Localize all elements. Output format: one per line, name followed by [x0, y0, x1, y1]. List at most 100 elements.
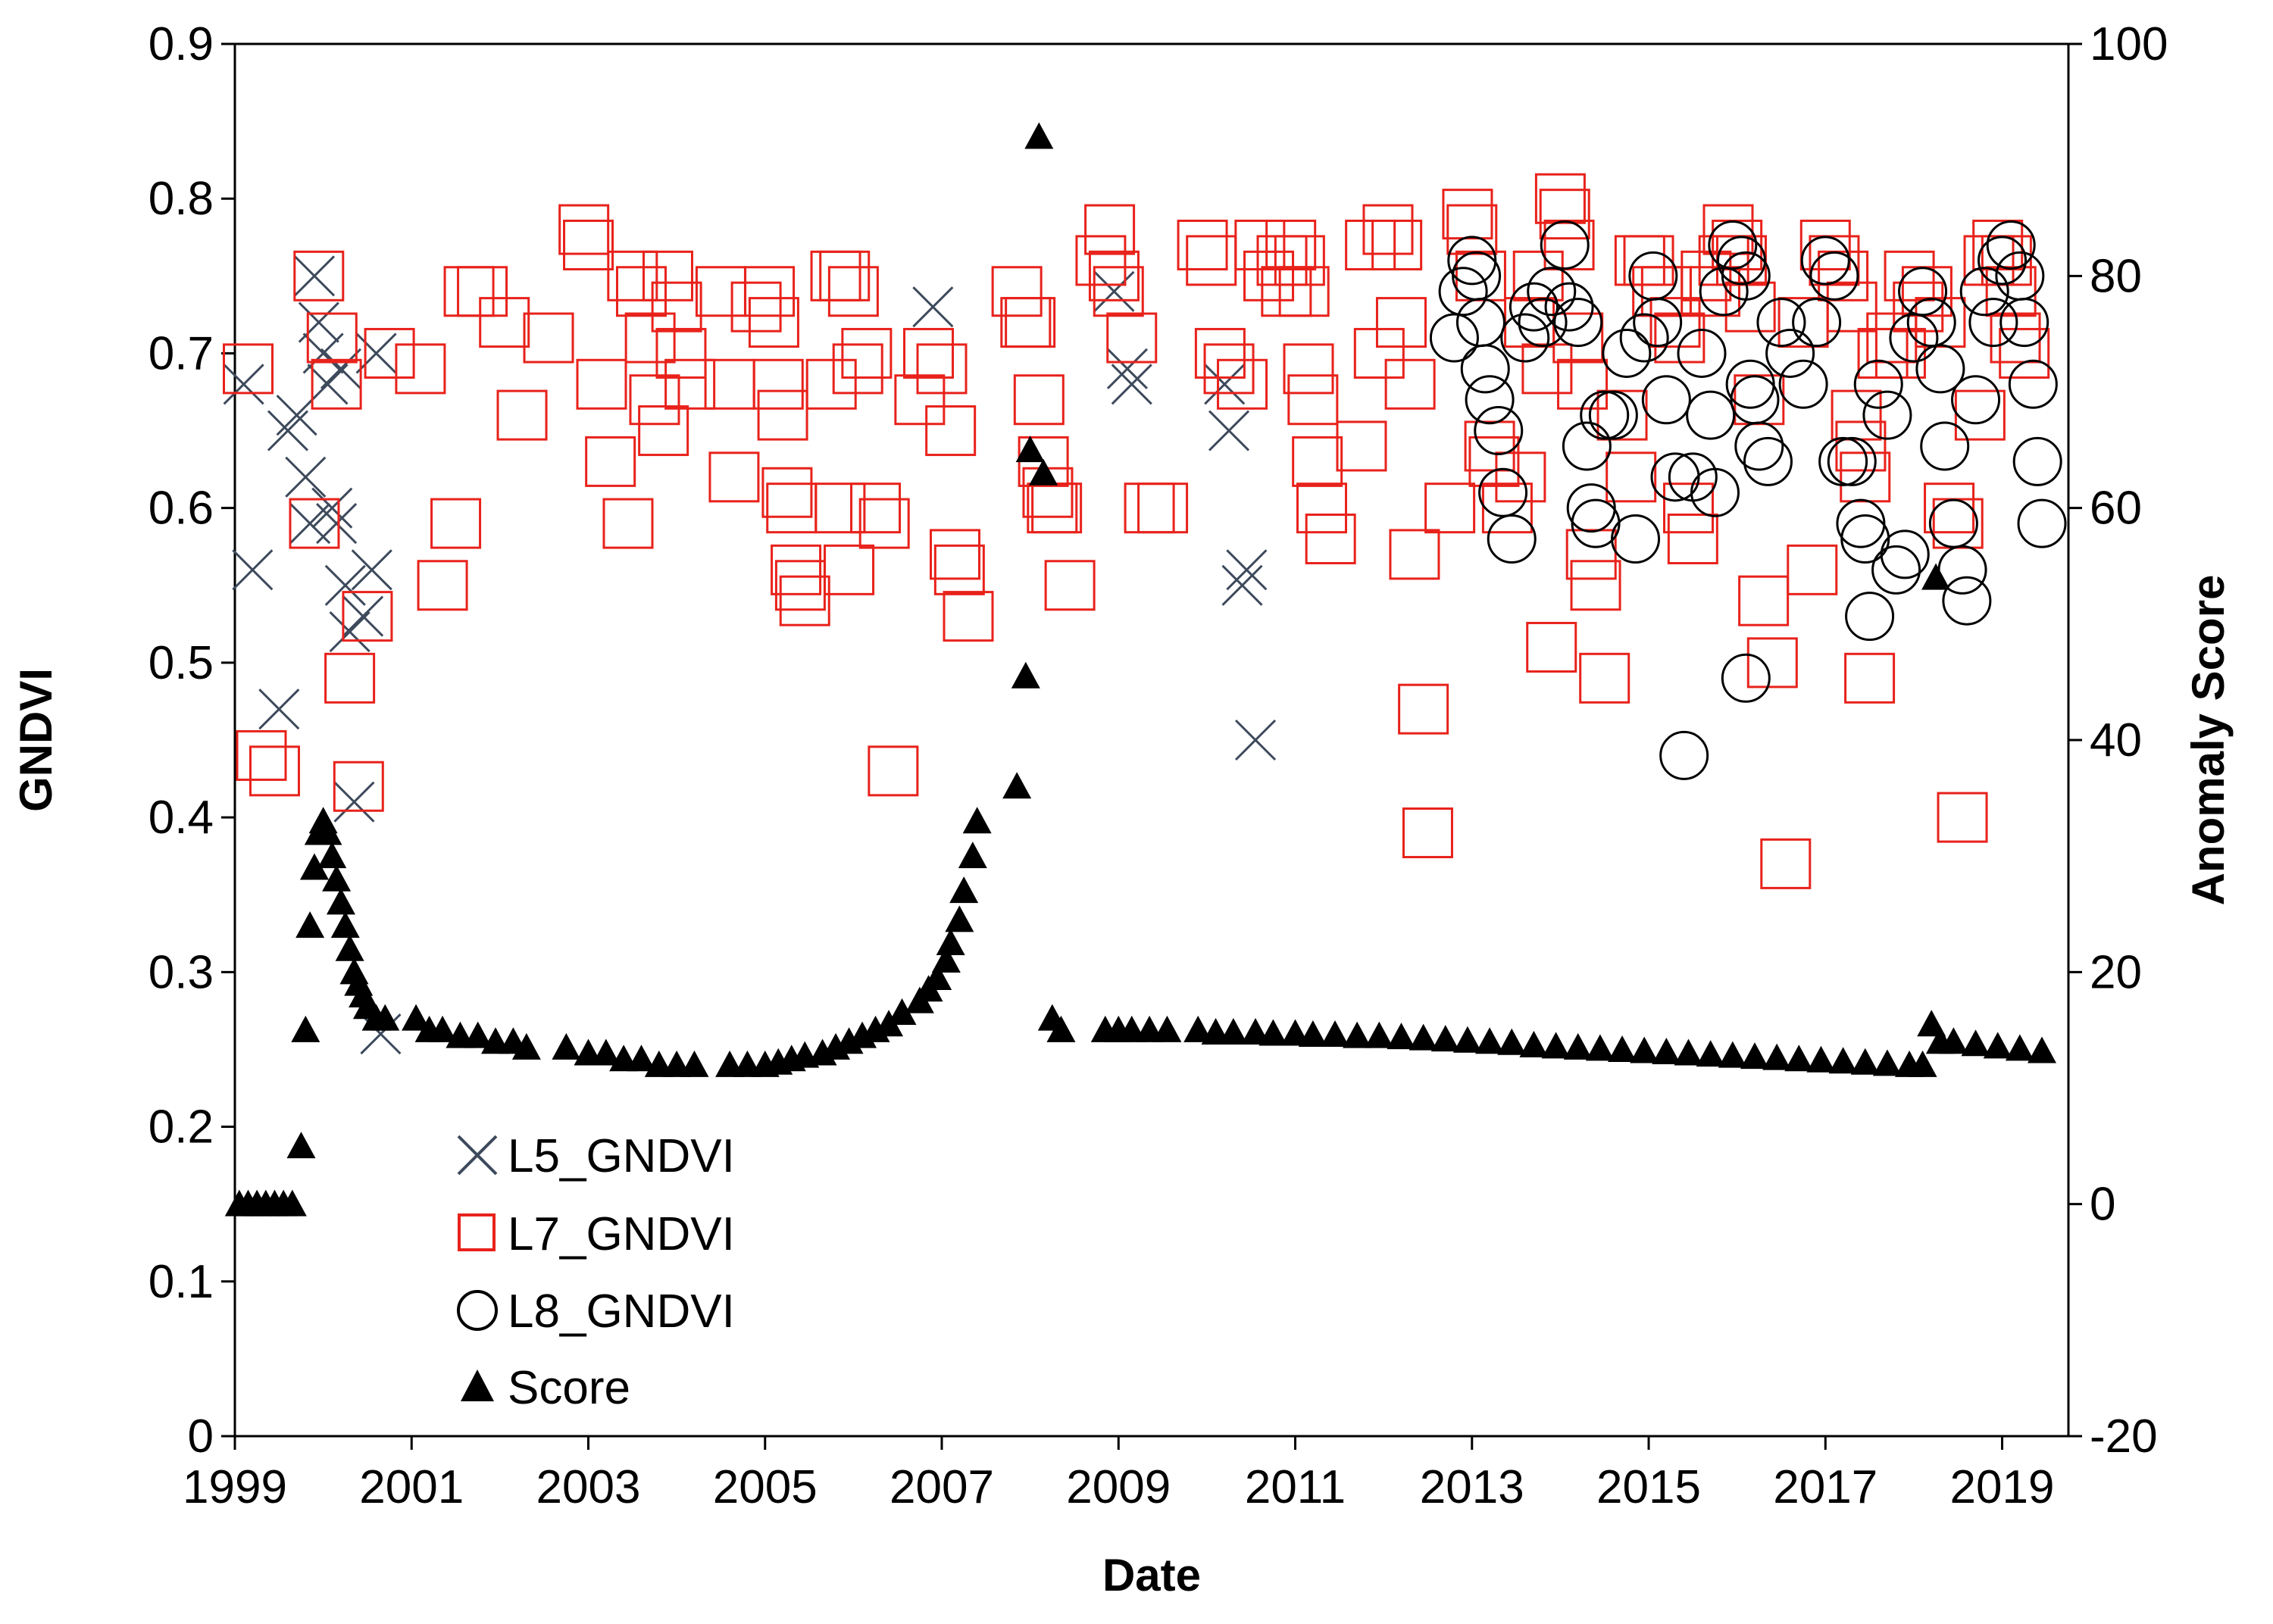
- x-tick-label: 2001: [359, 1461, 464, 1513]
- score-point: [1475, 1027, 1505, 1054]
- l8-point: [1553, 298, 1603, 348]
- score-point: [1921, 563, 1951, 590]
- score-point: [313, 818, 342, 845]
- score-point: [627, 1045, 656, 1072]
- l7-point: [1981, 235, 2032, 286]
- l7-point: [236, 729, 287, 781]
- score-point: [1343, 1021, 1372, 1048]
- l7-point: [1005, 297, 1056, 348]
- score-point: [949, 876, 979, 904]
- score-point: [1652, 1038, 1681, 1065]
- score-point: [1002, 772, 1032, 799]
- l8-point: [1880, 529, 1930, 579]
- l7-point: [868, 745, 919, 797]
- l7-point: [443, 266, 495, 317]
- score-point: [330, 911, 360, 938]
- l7-point: [333, 760, 384, 812]
- l8-point: [1708, 220, 1758, 270]
- l8-point: [1792, 298, 1842, 348]
- l7-point: [757, 389, 808, 441]
- l7-point: [430, 498, 482, 549]
- score-point: [402, 1004, 431, 1031]
- l5-point: [1093, 270, 1135, 312]
- y-right-tick-label: 40: [2090, 714, 2142, 767]
- l7-point: [1031, 483, 1083, 534]
- l7-point: [1265, 219, 1317, 270]
- score-point: [591, 1038, 621, 1066]
- l7-point: [1389, 529, 1440, 580]
- x-tick-label: 2019: [1950, 1461, 2055, 1513]
- l7-point: [1954, 389, 2006, 441]
- score-point: [962, 807, 992, 834]
- score-point: [1983, 1032, 2012, 1059]
- l7-point: [1901, 266, 1953, 317]
- l7-point: [1345, 219, 1396, 270]
- l7-point: [933, 544, 985, 595]
- legend-marker-score: [461, 1369, 494, 1401]
- l7-point: [1799, 219, 1851, 270]
- l5-point: [1111, 364, 1152, 405]
- l7-point: [1464, 420, 1515, 472]
- score-point: [945, 905, 974, 932]
- l7-point: [903, 327, 955, 379]
- y-left-tick-label: 0.9: [149, 18, 214, 70]
- l8-point: [2012, 436, 2062, 486]
- legend-label-l7: L7_GNDVI: [508, 1208, 735, 1260]
- l8-point: [1853, 359, 1903, 409]
- l5-point: [1234, 719, 1277, 761]
- score-point: [1218, 1017, 1248, 1045]
- l7-point: [991, 266, 1043, 317]
- y-left-axis-title: GNDVI: [11, 668, 61, 812]
- l7-point: [293, 250, 345, 301]
- l7-point: [1526, 621, 1577, 673]
- l7-point: [1287, 374, 1339, 426]
- l5-point: [258, 689, 300, 730]
- l7-point: [1857, 327, 1909, 379]
- y-left-tick-label: 0: [188, 1410, 214, 1463]
- score-point: [1024, 122, 1054, 149]
- l5-point: [1226, 549, 1268, 591]
- l7-point: [1455, 250, 1506, 301]
- l7-point: [695, 266, 746, 317]
- y-left-tick-label: 0.3: [149, 946, 214, 998]
- chart-marks: [222, 122, 2067, 1216]
- l7-point: [1362, 204, 1414, 255]
- l5-point: [307, 364, 349, 405]
- l7-point: [1177, 219, 1228, 270]
- l7-point: [1654, 312, 1706, 364]
- score-point: [1015, 436, 1045, 463]
- l7-point: [1623, 235, 1674, 286]
- l7-point: [1543, 219, 1595, 270]
- score-point: [370, 1004, 400, 1031]
- l8-point: [1628, 251, 1678, 301]
- score-point: [1298, 1020, 1327, 1048]
- l7-point: [1217, 358, 1268, 410]
- score-point: [552, 1032, 581, 1060]
- l7-point: [558, 204, 610, 255]
- score-point: [1541, 1032, 1571, 1059]
- l5-point: [329, 611, 370, 653]
- l5-point: [285, 456, 327, 498]
- l7-point: [1283, 343, 1334, 395]
- score-point: [1365, 1021, 1394, 1048]
- score-point: [2028, 1036, 2057, 1063]
- l7-point: [1013, 374, 1065, 426]
- l7-point: [779, 575, 830, 626]
- l7-point: [602, 498, 654, 549]
- l7-point: [585, 436, 636, 487]
- l7-point: [222, 343, 274, 395]
- l7-point: [1203, 343, 1255, 395]
- y-right-tick-label: 100: [2090, 18, 2168, 70]
- l8-point: [1959, 267, 2009, 317]
- score-point: [1258, 1019, 1288, 1046]
- l8-point: [1465, 375, 1515, 425]
- legend: L5_GNDVI L7_GNDVI L8_GNDVI Score: [457, 1130, 735, 1414]
- legend-marker-l8: [457, 1290, 498, 1331]
- l7-point: [1649, 297, 1701, 348]
- l7-point: [1809, 235, 1860, 286]
- l7-point: [523, 312, 574, 364]
- l7-point: [1596, 389, 1648, 441]
- l7-point: [819, 250, 871, 301]
- l8-point: [1452, 251, 1502, 301]
- l7-point: [1521, 343, 1573, 395]
